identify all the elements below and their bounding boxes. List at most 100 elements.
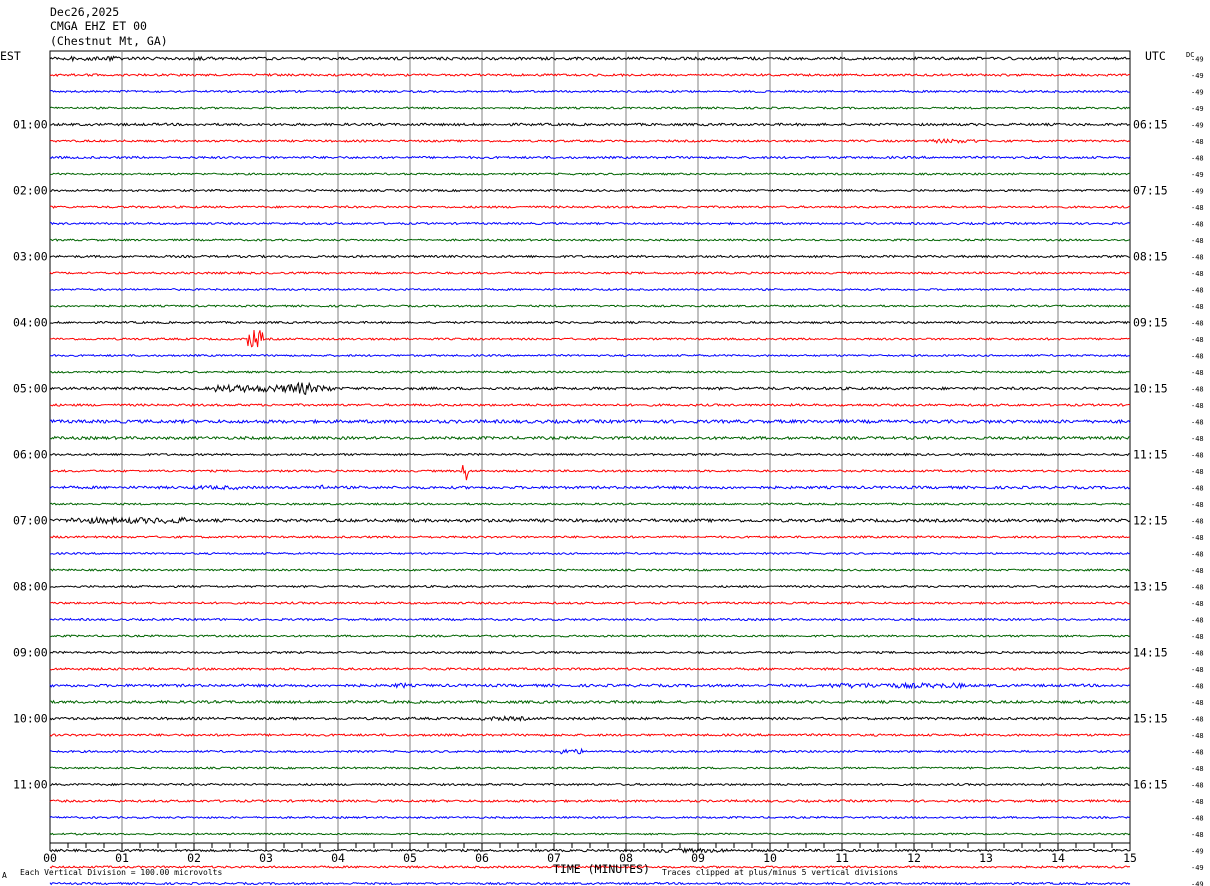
x-tick-label: 11 [835, 851, 849, 865]
dc-offset-value: -48 [1191, 815, 1204, 823]
dc-offset-value: -48 [1191, 650, 1204, 658]
trace-row [49, 847, 1131, 854]
trace-row [49, 747, 1131, 755]
dc-offset-value: -48 [1191, 204, 1204, 212]
left-timezone-label: EST [0, 49, 21, 63]
left-hour-label: 02:00 [13, 184, 48, 198]
trace-row [49, 55, 1131, 63]
x-tick-label: 07 [547, 851, 561, 865]
dc-offset-value: -48 [1191, 303, 1204, 311]
x-tick-label: 05 [403, 851, 417, 865]
dc-offset-value: -48 [1191, 402, 1204, 410]
trace-row [49, 782, 1131, 787]
trace-row [49, 766, 1131, 770]
dc-offset-value: -48 [1191, 798, 1204, 806]
trace-row [49, 832, 1131, 836]
trace-row [50, 221, 1131, 226]
plot-frame [49, 50, 1131, 844]
right-hour-labels: 06:15 07:15 08:15 09:15 10:15 11:15 12:15 13:15… [1133, 118, 1168, 792]
dc-offset-value: -49 [1191, 848, 1204, 856]
dc-offset-value: -48 [1191, 716, 1204, 724]
trace-row [49, 370, 1131, 374]
dc-offset-value: -48 [1191, 419, 1204, 427]
x-tick-label: 01 [115, 851, 129, 865]
trace-row [49, 254, 1131, 259]
left-hour-labels: 01:00 02:00 03:00 04:00 05:00 06:00 07:00 08:00… [13, 118, 48, 792]
trace-row [49, 271, 1131, 275]
trace-row [49, 188, 1131, 193]
dc-offset-value: -48 [1191, 633, 1204, 641]
dc-offset-value: -49 [1191, 89, 1204, 97]
right-hour-label: 09:15 [1133, 316, 1168, 330]
left-hour-label: 08:00 [13, 580, 48, 594]
trace-row [49, 205, 1131, 209]
dc-offset-value: -49 [1191, 881, 1204, 886]
dc-offset-value: -48 [1191, 254, 1204, 262]
trace-row [49, 715, 1131, 722]
right-hour-label: 12:15 [1133, 514, 1168, 528]
dc-offset-value: -48 [1191, 138, 1204, 146]
trace-row [49, 515, 1131, 526]
right-hour-label: 07:15 [1133, 184, 1168, 198]
x-tick-label: 08 [619, 851, 633, 865]
x-tick-label: 00 [43, 851, 57, 865]
trace-row [49, 502, 1131, 506]
trace-row [49, 650, 1131, 655]
right-hour-label: 10:15 [1133, 382, 1168, 396]
dc-offset-value: -48 [1191, 782, 1204, 790]
header-date: Dec26,2025 [50, 5, 119, 19]
trace-row [49, 666, 1131, 672]
trace-row [49, 155, 1131, 160]
dc-offset-value: -48 [1191, 683, 1204, 691]
left-hour-label: 06:00 [13, 448, 48, 462]
x-tick-label: 02 [187, 851, 201, 865]
dc-offset-value: -48 [1191, 369, 1204, 377]
trace-row [49, 699, 1131, 705]
dc-offset-value: -48 [1191, 485, 1204, 493]
left-hour-label: 10:00 [13, 712, 48, 726]
left-hour-label: 11:00 [13, 778, 48, 792]
trace-row [49, 238, 1131, 242]
trace-row [49, 89, 1130, 94]
dc-offset-value: -48 [1191, 221, 1204, 229]
x-tick-label: 14 [1051, 851, 1065, 865]
dc-offset-value: -48 [1191, 336, 1204, 344]
dc-offset-value: -48 [1191, 155, 1204, 163]
x-axis-title: TIME (MINUTES) [553, 862, 650, 876]
x-tick-label: 03 [259, 851, 273, 865]
trace-row [49, 452, 1131, 457]
dc-label: DC [1186, 51, 1194, 59]
trace-row [49, 465, 1131, 481]
trace-row [49, 381, 1131, 395]
trace-row [49, 865, 1131, 869]
right-timezone-label: UTC [1145, 49, 1166, 63]
trace-row [49, 287, 1131, 292]
dc-offset-value: -48 [1191, 600, 1204, 608]
dc-offset-value: -48 [1191, 732, 1204, 740]
trace-row [49, 798, 1131, 804]
trace-row [49, 584, 1130, 589]
dc-offset-value: -49 [1191, 72, 1204, 80]
trace-row [49, 402, 1131, 408]
dc-offset-value: -48 [1191, 567, 1204, 575]
right-hour-label: 06:15 [1133, 118, 1168, 132]
x-tick-label: 15 [1123, 851, 1137, 865]
left-hour-label: 07:00 [13, 514, 48, 528]
trace-row [49, 304, 1131, 308]
dc-offset-value: -48 [1191, 287, 1204, 295]
dc-offset-value: -48 [1191, 765, 1204, 773]
right-hour-label: 11:15 [1133, 448, 1168, 462]
trace-row [50, 122, 1131, 127]
trace-row [49, 106, 1131, 110]
x-tick-label: 06 [475, 851, 489, 865]
dc-offset-value: -48 [1191, 270, 1204, 278]
trace-row [49, 353, 1131, 358]
dc-offset-value: -48 [1191, 237, 1204, 245]
x-tick-label: 09 [691, 851, 705, 865]
x-tick-label: 13 [979, 851, 993, 865]
header-location: (Chestnut Mt, GA) [50, 34, 168, 48]
dc-offset-column: -49 -49 -49 -49 -49 -48 -48 -49 -49 -48 -48 -48 -48 -… [1191, 56, 1204, 886]
dc-offset-value: -48 [1191, 617, 1204, 625]
right-hour-label: 16:15 [1133, 778, 1168, 792]
